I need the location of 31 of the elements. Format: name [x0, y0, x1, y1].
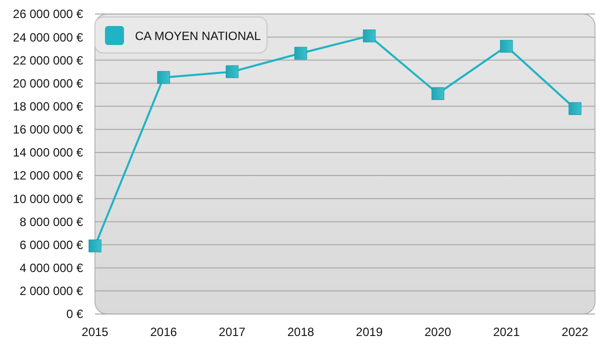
y-tick-label: 12 000 000 € — [12, 168, 84, 183]
x-tick-label: 2015 — [82, 325, 109, 339]
y-tick-label: 14 000 000 € — [12, 146, 84, 160]
x-tick-label: 2017 — [218, 325, 246, 339]
y-tick-label: 8 000 000 € — [20, 214, 84, 229]
y-tick-label: 16 000 000 € — [12, 122, 84, 137]
point — [226, 65, 239, 78]
y-tick-label: 24 000 000 € — [12, 30, 84, 44]
point — [88, 240, 102, 252]
point — [157, 71, 170, 84]
y-tick-label: 26 000 000 € — [12, 7, 84, 22]
point — [294, 46, 308, 60]
y-tick-label: 10 000 000 € — [12, 192, 84, 206]
x-tick-label: 2019 — [356, 325, 383, 339]
point — [362, 30, 376, 42]
y-tick-label: 4 000 000 € — [20, 261, 84, 276]
x-tick-label: 2020 — [424, 325, 452, 339]
y-tick-label: 6 000 000 € — [20, 238, 84, 252]
legend-label: CA MOYEN NATIONAL — [135, 29, 262, 43]
y-tick-label: 22 000 000 € — [12, 53, 84, 68]
y-tick-label: 20 000 000 € — [12, 76, 84, 90]
y-tick-label: 18 000 000 € — [12, 100, 84, 114]
point — [500, 40, 513, 53]
x-tick-label: 2018 — [287, 325, 314, 339]
point — [431, 87, 444, 100]
x-tick-label: 2016 — [150, 325, 178, 339]
x-tick-label: 2022 — [562, 325, 589, 339]
point — [568, 102, 582, 115]
x-tick-label: 2021 — [493, 325, 520, 339]
y-tick-label: 0 € — [66, 307, 84, 322]
y-tick-label: 2 000 000 € — [20, 284, 84, 298]
